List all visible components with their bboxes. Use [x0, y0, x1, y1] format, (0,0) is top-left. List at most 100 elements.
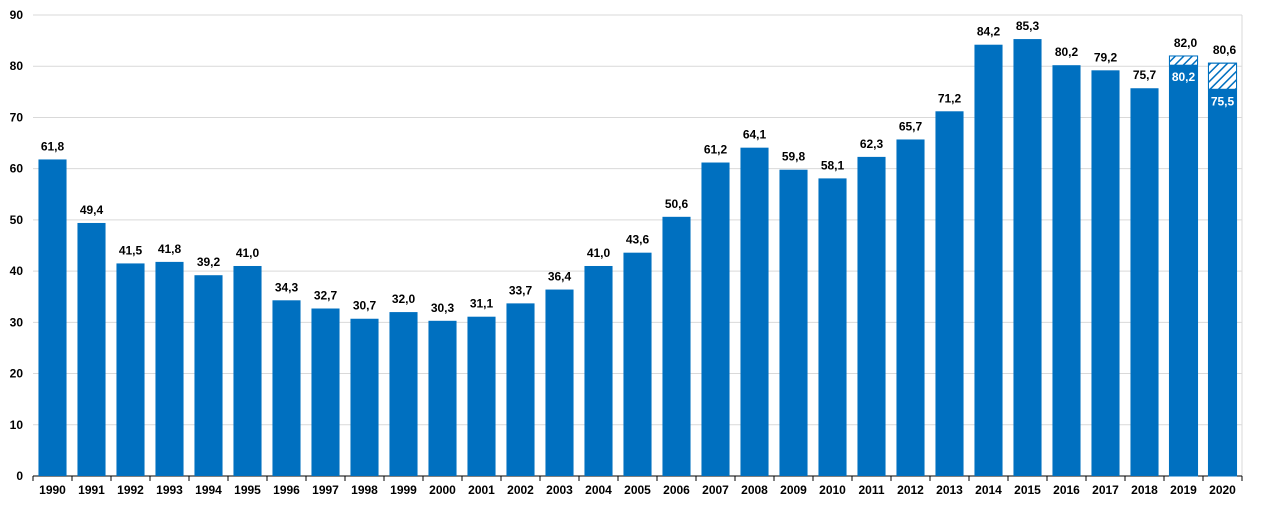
- bar: [467, 316, 496, 476]
- bar: [779, 169, 808, 477]
- bar: [584, 265, 613, 476]
- data-label: 61,2: [704, 143, 728, 157]
- bar: [818, 178, 847, 476]
- x-tick-label: 1998: [351, 483, 378, 497]
- bar: [194, 275, 223, 476]
- x-tick-label: 1995: [234, 483, 261, 497]
- data-label: 84,2: [977, 25, 1001, 39]
- bar: [38, 159, 67, 477]
- y-tick-label: 90: [10, 8, 24, 22]
- bar: [155, 261, 184, 476]
- bar: [740, 147, 769, 476]
- x-tick-label: 2009: [780, 483, 807, 497]
- x-tick-label: 2001: [468, 483, 495, 497]
- y-tick-label: 0: [16, 469, 23, 483]
- data-label: 62,3: [860, 137, 884, 151]
- x-tick-label: 2020: [1209, 483, 1236, 497]
- x-tick-label: 2017: [1092, 483, 1119, 497]
- data-label: 30,3: [431, 301, 455, 315]
- data-label: 50,6: [665, 197, 689, 211]
- data-label: 75,5: [1211, 94, 1235, 108]
- x-tick-label: 1994: [195, 483, 222, 497]
- x-tick-label: 2018: [1131, 483, 1158, 497]
- bars: [38, 39, 1238, 477]
- y-tick-label: 40: [10, 264, 24, 278]
- bar: [935, 111, 964, 476]
- bar: [623, 252, 652, 476]
- x-tick-label: 1992: [117, 483, 144, 497]
- y-tick-label: 30: [10, 315, 24, 329]
- bar: [1013, 39, 1042, 477]
- data-label: 41,8: [158, 242, 182, 256]
- bar: [428, 320, 457, 476]
- x-tick-label: 1997: [312, 483, 339, 497]
- bar: [77, 222, 106, 476]
- x-tick-label: 2019: [1170, 483, 1197, 497]
- y-tick-label: 20: [10, 367, 24, 381]
- y-tick-label: 70: [10, 110, 24, 124]
- x-tick-label: 1999: [390, 483, 417, 497]
- bar: [506, 303, 535, 476]
- x-tick-label: 1991: [78, 483, 105, 497]
- bar: [974, 44, 1003, 476]
- data-label: 71,2: [938, 91, 962, 105]
- data-label: 49,4: [80, 203, 104, 217]
- x-tick-label: 2000: [429, 483, 456, 497]
- data-label: 80,2: [1172, 70, 1196, 84]
- y-tick-label: 80: [10, 59, 24, 73]
- x-tick-label: 2008: [741, 483, 768, 497]
- bar: [857, 156, 886, 476]
- bar: [1130, 88, 1159, 477]
- x-tick-label: 2011: [858, 483, 884, 497]
- data-label: 32,0: [392, 292, 416, 306]
- bar-extension-hatched: [1168, 55, 1199, 66]
- data-label: 30,7: [353, 299, 377, 313]
- x-tick-label: 2004: [585, 483, 612, 497]
- bar: [896, 139, 925, 476]
- bar: [1091, 70, 1120, 476]
- x-tick-label: 1993: [156, 483, 183, 497]
- data-label: 80,2: [1055, 45, 1079, 59]
- bar: [545, 289, 574, 476]
- data-label: 75,7: [1133, 68, 1157, 82]
- x-tick-label: 2005: [624, 483, 651, 497]
- data-label: 79,2: [1094, 50, 1118, 64]
- y-tick-label: 60: [10, 162, 24, 176]
- x-tick-label: 2015: [1014, 483, 1041, 497]
- data-label-total: 82,0: [1174, 36, 1198, 50]
- bar: [272, 300, 301, 476]
- x-tick-label: 2010: [819, 483, 846, 497]
- x-tick-label: 2006: [663, 483, 690, 497]
- data-label: 36,4: [548, 270, 572, 284]
- data-label: 33,7: [509, 283, 533, 297]
- data-label: 41,5: [119, 243, 143, 257]
- x-tick-label: 2003: [546, 483, 573, 497]
- y-tick-label: 50: [10, 213, 24, 227]
- data-label: 58,1: [821, 158, 845, 172]
- data-label: 31,1: [470, 297, 494, 311]
- x-tick-label: 1996: [273, 483, 300, 497]
- bar: [1169, 65, 1198, 476]
- x-tick-label: 2002: [507, 483, 534, 497]
- y-tick-label: 10: [10, 418, 24, 432]
- data-label-total: 80,6: [1213, 43, 1237, 57]
- bar: [662, 216, 691, 476]
- bar: [311, 308, 340, 476]
- data-label: 65,7: [899, 119, 923, 133]
- data-labels: 61,8 49,4 41,5 41,8 39,2 41,0 34,3 32,7 30,7 32,0…: [41, 19, 1237, 315]
- bar: [233, 265, 262, 476]
- data-label: 39,2: [197, 255, 221, 269]
- x-tick-label: 2014: [975, 483, 1002, 497]
- x-tick-label: 2016: [1053, 483, 1080, 497]
- bar: [701, 162, 730, 476]
- x-tick-label: 2007: [702, 483, 729, 497]
- data-label: 61,8: [41, 139, 65, 153]
- bar: [389, 312, 418, 476]
- bar: [350, 318, 379, 476]
- x-tick-label: 1990: [39, 483, 66, 497]
- data-label: 59,8: [782, 150, 806, 164]
- bar-extension-hatched: [1207, 62, 1238, 90]
- data-label: 41,0: [587, 246, 611, 260]
